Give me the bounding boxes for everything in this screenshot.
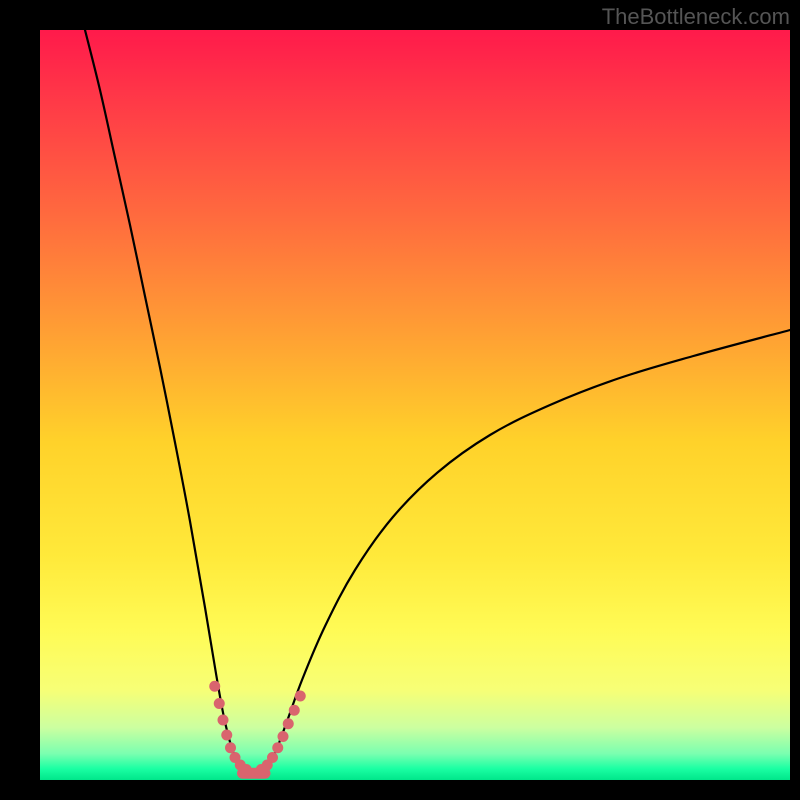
watermark-text: TheBottleneck.com	[602, 4, 790, 30]
bottleneck-chart	[0, 0, 800, 800]
plot-background	[40, 30, 790, 780]
chart-container: TheBottleneck.com	[0, 0, 800, 800]
